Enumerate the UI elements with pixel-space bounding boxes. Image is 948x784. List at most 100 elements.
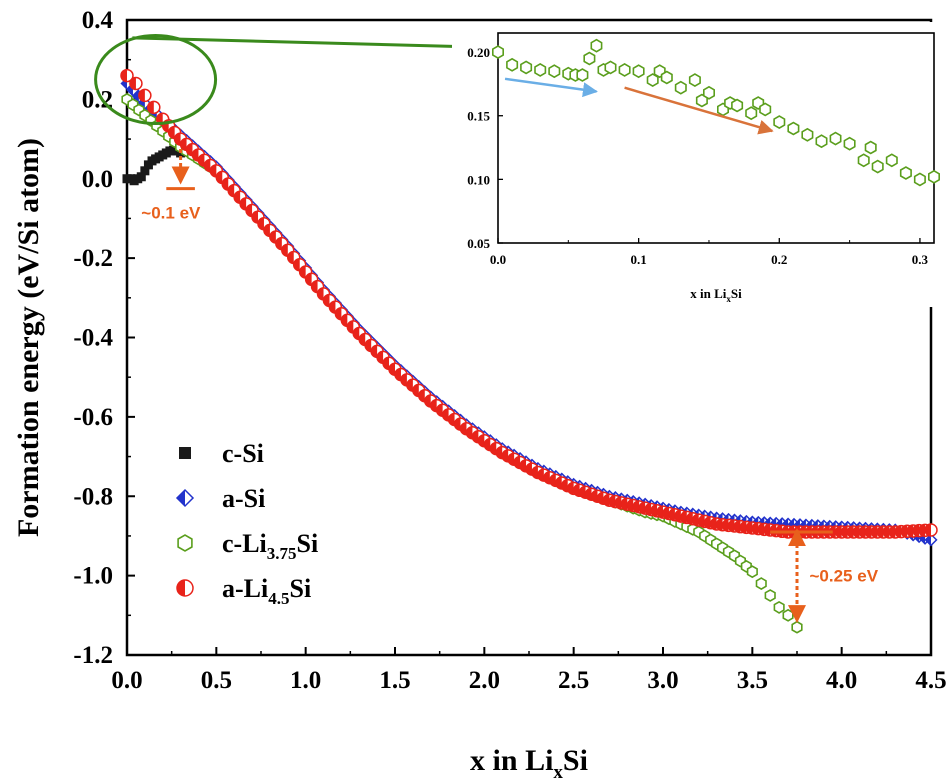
data-point — [746, 565, 758, 579]
legend-label-subscript: 4.5 — [268, 589, 289, 608]
inset-data-point — [604, 60, 617, 75]
inset-data-point — [548, 64, 561, 79]
inset-data-point — [660, 70, 673, 85]
data-point — [138, 88, 152, 103]
inset-data-point — [871, 159, 884, 174]
legend-label-text: Si — [297, 529, 319, 558]
data-point — [791, 620, 803, 634]
inset-x-tick-label: 0.0 — [490, 252, 506, 267]
inset-x-tick-label: 0.2 — [771, 252, 787, 267]
y-tick-label: 0.0 — [82, 166, 113, 193]
data-point — [764, 589, 776, 602]
y-tick-label: -0.4 — [73, 325, 113, 352]
legend-marker — [175, 488, 195, 508]
legend-label-text: Si — [289, 574, 311, 603]
inset-data-point — [632, 64, 645, 79]
main-data-series — [120, 68, 938, 634]
inset-data-point — [829, 131, 842, 146]
annotation-label-0-1ev: ~0.1 eV — [141, 203, 201, 222]
inset-data-point — [534, 62, 547, 77]
data-point — [924, 533, 938, 547]
legend-label-subscript: 3.75 — [267, 544, 297, 563]
y-tick-label: -1.2 — [73, 642, 113, 669]
inset-x-axis-title-tail: Si — [731, 286, 742, 301]
x-tick-label: 0.5 — [201, 667, 232, 694]
x-tick-label: 4.0 — [826, 667, 857, 694]
x-tick-label: 3.5 — [737, 667, 768, 694]
annotation-label-0-25ev: ~0.25 eV — [810, 567, 879, 586]
inset-data-point — [583, 51, 596, 66]
inset-data-point — [773, 115, 786, 130]
x-tick-label: 1.0 — [290, 667, 321, 694]
legend-label: a-Li4.5Si — [222, 574, 311, 608]
data-point — [140, 166, 150, 176]
legend-label-text: c-Si — [222, 439, 264, 468]
inset-data-point — [885, 153, 898, 168]
legend-marker — [176, 579, 194, 597]
data-point — [782, 608, 794, 622]
inset-data-point — [899, 166, 912, 180]
zoom-region-ellipse — [94, 34, 218, 126]
inset-data-point — [520, 60, 533, 75]
inset-x-tick-label: 0.3 — [912, 252, 929, 267]
data-point — [755, 577, 767, 591]
x-tick-label: 2.5 — [558, 667, 589, 694]
data-point — [136, 172, 146, 182]
data-point — [120, 68, 134, 83]
inset-data-point — [506, 57, 519, 72]
y-axis-title: Formation energy (eV/Si atom) — [12, 138, 45, 537]
inset-data-point — [646, 73, 659, 88]
y-tick-label: -0.2 — [73, 245, 113, 272]
inset-data-point — [674, 80, 687, 95]
x-axis-title-text: x in Li — [470, 744, 553, 777]
inset-data-point — [702, 85, 716, 100]
x-tick-label: 3.0 — [647, 667, 678, 694]
legend-label-text: c-Li — [222, 529, 267, 558]
inset-data-point — [815, 134, 828, 149]
y-tick-label: -0.8 — [73, 483, 113, 510]
data-point — [773, 600, 785, 614]
inset-trend-arrow-orange — [624, 86, 774, 135]
x-tick-label: 0.0 — [111, 667, 142, 694]
inset-series-c-li3-75si — [491, 38, 941, 187]
inset-y-tick-label: 0.10 — [467, 172, 490, 187]
inset-data-point — [731, 98, 744, 113]
inset-data-point — [576, 68, 589, 82]
legend-label: c-Li3.75Si — [222, 529, 318, 563]
inset-data-point — [864, 140, 877, 155]
legend-label-text: a-Li — [222, 574, 268, 603]
inset-plot-frame — [497, 32, 935, 244]
legend-label: c-Si — [222, 439, 264, 468]
inset-background — [452, 22, 940, 307]
x-tick-label: 1.5 — [379, 667, 410, 694]
x-tick-label: 2.0 — [469, 667, 500, 694]
inset-data-point — [857, 153, 870, 168]
y-tick-label: -1.0 — [73, 563, 113, 590]
inset-x-axis-title-text: x in Li — [690, 286, 727, 301]
inset-data-point — [927, 169, 941, 184]
inset-data-point — [913, 172, 926, 187]
inset-data-point — [745, 106, 758, 121]
legend-marker — [179, 447, 191, 459]
x-axis-title: x in LixSi — [470, 744, 588, 779]
inset-trend-arrow-blue — [504, 77, 598, 98]
y-tick-label: -0.6 — [73, 404, 113, 431]
data-point — [924, 523, 938, 537]
inset-data-point — [491, 45, 505, 60]
inset-data-point — [618, 62, 631, 77]
x-axis-title-subscript: x — [553, 762, 563, 779]
data-point — [129, 76, 143, 91]
y-tick-label: 0.4 — [82, 7, 114, 34]
inset-x-axis-title-subscript: x — [726, 294, 731, 304]
series-a-li4-5si — [120, 68, 938, 539]
legend-marker — [177, 534, 193, 552]
zoom-pointer-arrow — [132, 36, 478, 56]
inset-data-point — [787, 121, 800, 136]
inset-y-tick-label: 0.15 — [467, 109, 490, 124]
inset-y-tick-label: 0.20 — [467, 45, 490, 60]
inset-data-point — [688, 73, 701, 88]
legend-label: a-Si — [222, 484, 265, 513]
